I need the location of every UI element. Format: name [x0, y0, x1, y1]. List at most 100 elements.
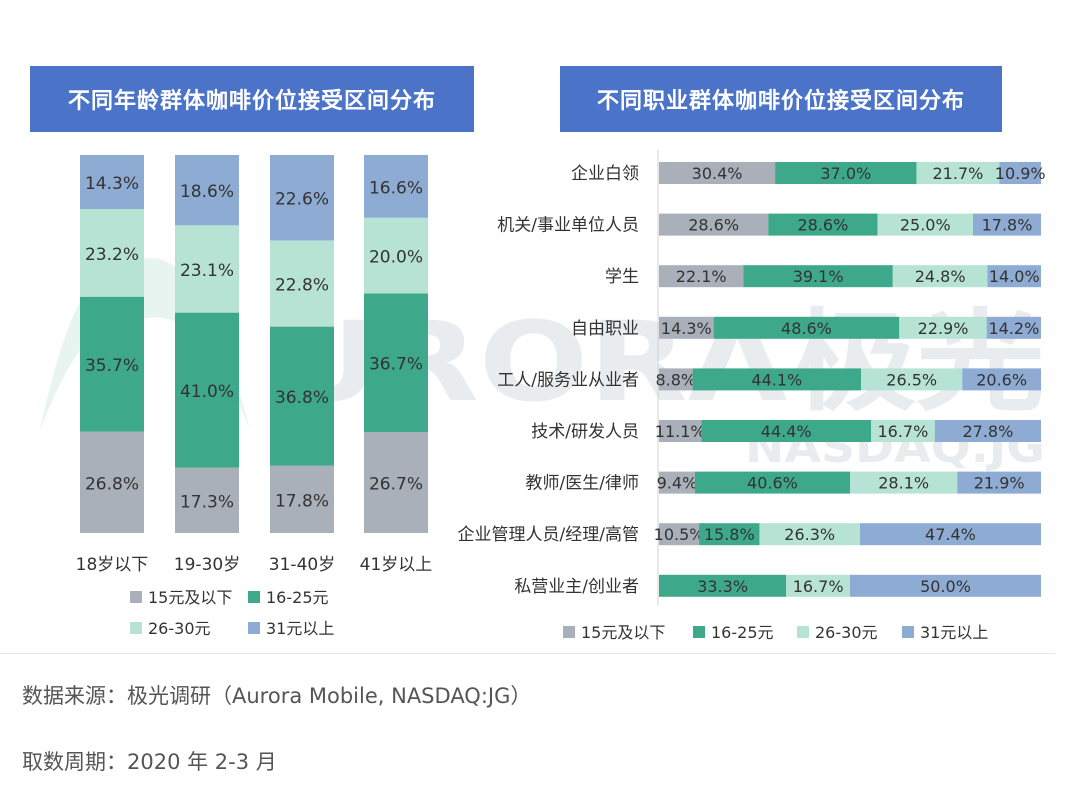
- bar-segment: [962, 368, 1041, 391]
- bar-segment: [659, 471, 695, 494]
- y-tick-label: 自由职业: [571, 319, 639, 339]
- data-label: 23.1%: [180, 261, 234, 281]
- bar-segment: [175, 467, 239, 533]
- data-label: 22.9%: [918, 319, 969, 338]
- bar-segment: [999, 162, 1041, 184]
- legend-label: 31元以上: [920, 623, 988, 642]
- legend-swatch: [563, 626, 575, 638]
- bar-segment: [743, 265, 893, 288]
- bar-segment: [175, 155, 239, 226]
- bar-segment: [659, 162, 776, 184]
- legend-swatch: [902, 626, 914, 638]
- data-label: 26.3%: [784, 525, 835, 544]
- y-tick-label: 企业白领: [571, 164, 639, 184]
- legend-swatch: [248, 622, 260, 634]
- y-tick-label: 学生: [605, 267, 639, 287]
- y-tick-label: 私营业主/创业者: [514, 577, 639, 597]
- bar-segment: [659, 213, 769, 236]
- data-label: 37.0%: [820, 164, 871, 183]
- data-label: 16.7%: [793, 577, 844, 596]
- y-tick-label: 企业管理人员/经理/高管: [458, 525, 639, 545]
- data-label: 17.3%: [180, 492, 234, 512]
- bar-segment: [986, 316, 1041, 339]
- x-tick-label: 18岁以下: [76, 555, 149, 575]
- bar-segment: [786, 574, 850, 597]
- data-label: 33.3%: [697, 577, 748, 596]
- legend-swatch: [130, 622, 142, 634]
- data-source: 数据来源：极光调研（Aurora Mobile, NASDAQ:JG）: [22, 684, 532, 708]
- bar-segment: [80, 431, 144, 533]
- y-tick-label: 工人/服务业从业者: [497, 370, 639, 390]
- data-label: 14.3%: [85, 174, 139, 194]
- bar-segment: [659, 265, 744, 288]
- bar-segment: [80, 296, 144, 432]
- data-label: 50.0%: [920, 577, 971, 596]
- data-label: 8.8%: [655, 370, 696, 389]
- data-label: 26.5%: [886, 370, 937, 389]
- data-label: 36.8%: [275, 388, 329, 408]
- bar-segment: [934, 420, 1041, 442]
- bar-segment: [759, 523, 860, 546]
- legend-swatch: [797, 626, 809, 638]
- legend-label: 31元以上: [266, 619, 334, 638]
- bar-segment: [270, 326, 334, 466]
- bar-segment: [957, 471, 1041, 494]
- bar-segment: [768, 213, 878, 236]
- data-label: 25.0%: [900, 216, 951, 235]
- data-label: 35.7%: [85, 356, 139, 376]
- bar-segment: [877, 213, 974, 236]
- y-tick-label: 机关/事业单位人员: [497, 216, 639, 236]
- bar-segment: [899, 316, 987, 339]
- bar-segment: [694, 471, 850, 494]
- bar-segment: [659, 420, 702, 442]
- bar-segment: [699, 523, 760, 546]
- chart-title-age: 不同年龄群体咖啡价位接受区间分布: [30, 66, 474, 132]
- legend-swatch: [248, 591, 260, 603]
- legend-swatch: [693, 626, 705, 638]
- bar-segment: [850, 471, 958, 494]
- bar-segment: [871, 420, 935, 442]
- data-label: 21.9%: [974, 474, 1025, 493]
- data-label: 28.1%: [878, 474, 929, 493]
- legend-label: 16-25元: [266, 588, 329, 607]
- bar-segment: [692, 368, 862, 391]
- data-label: 44.1%: [751, 370, 802, 389]
- bar-segment: [80, 155, 144, 210]
- legend-label: 15元及以下: [581, 623, 665, 642]
- data-label: 11.1%: [655, 422, 706, 441]
- data-period: 取数周期：2020 年 2-3 月: [22, 750, 277, 774]
- legend-label: 26-30元: [815, 623, 878, 642]
- data-label: 14.2%: [988, 319, 1039, 338]
- data-label: 40.6%: [747, 474, 798, 493]
- bar-segment: [861, 368, 963, 391]
- bar-segment: [80, 209, 144, 297]
- data-label: 10.9%: [995, 164, 1046, 183]
- y-tick-label: 教师/医生/律师: [526, 474, 639, 494]
- chart-title-occupation: 不同职业群体咖啡价位接受区间分布: [560, 66, 1002, 132]
- data-label: 36.7%: [369, 355, 423, 375]
- bar-segment: [850, 574, 1041, 597]
- data-label: 22.8%: [275, 276, 329, 296]
- bar-segment: [364, 293, 428, 433]
- data-label: 22.1%: [676, 267, 727, 286]
- bar-segment: [973, 213, 1041, 236]
- bar-segment: [659, 368, 693, 391]
- bar-segment: [270, 155, 334, 241]
- data-label: 26.7%: [369, 475, 423, 495]
- data-label: 27.8%: [962, 422, 1013, 441]
- bar-segment: [892, 265, 988, 288]
- x-tick-label: 19-30岁: [174, 555, 240, 575]
- data-label: 9.4%: [657, 474, 698, 493]
- x-tick-label: 31-40岁: [269, 555, 335, 575]
- y-tick-label: 技术/研发人员: [531, 422, 639, 442]
- legend-swatch: [130, 591, 142, 603]
- data-label: 48.6%: [781, 319, 832, 338]
- bar-segment: [713, 316, 900, 339]
- data-label: 41.0%: [180, 382, 234, 402]
- bar-segment: [701, 420, 872, 442]
- bar-segment: [175, 312, 239, 468]
- x-tick-label: 41岁以上: [360, 555, 433, 575]
- data-label: 24.8%: [915, 267, 966, 286]
- data-label: 22.6%: [275, 190, 329, 210]
